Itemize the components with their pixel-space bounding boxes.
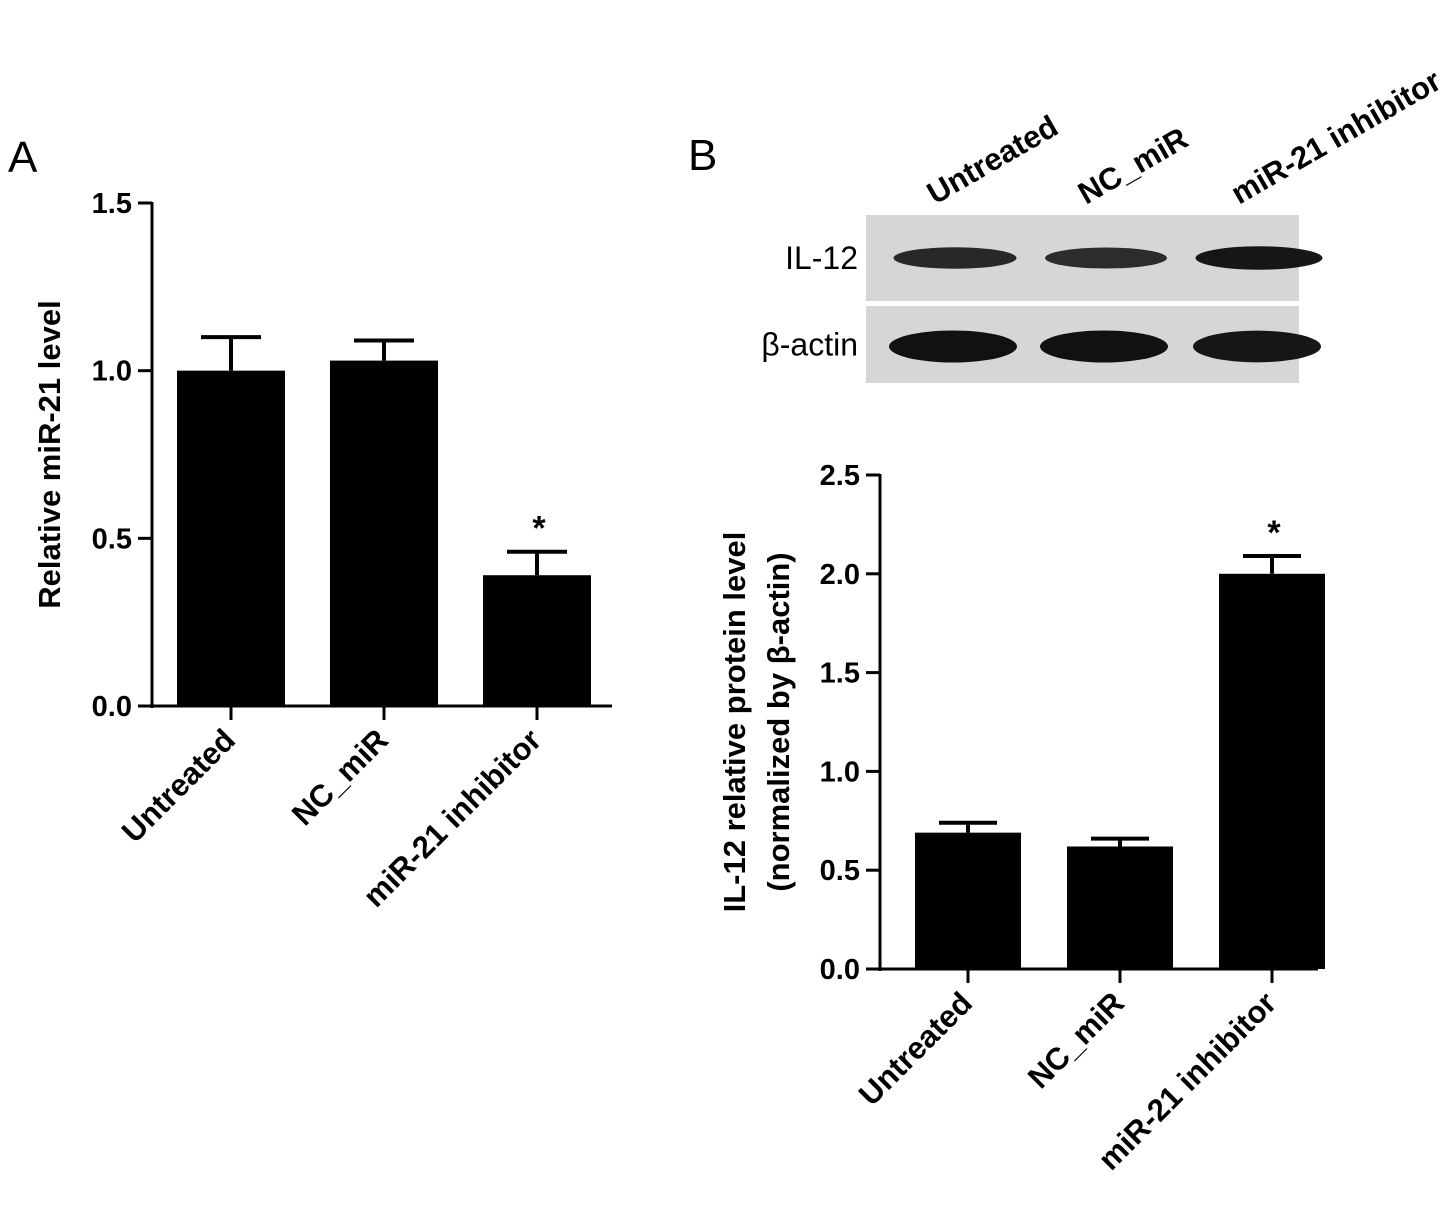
y-tick-label: 0.0 <box>820 954 860 986</box>
bar <box>330 360 438 706</box>
significance-marker: * <box>1267 514 1281 552</box>
y-tick-label: 1.0 <box>820 756 860 788</box>
blot-row-label: β-actin <box>761 327 858 363</box>
y-tick-label: 1.0 <box>92 356 132 388</box>
panel-label-b: B <box>688 131 717 180</box>
y-axis-label: Relative miR-21 level <box>32 300 67 608</box>
y-tick-label: 2.0 <box>820 559 860 591</box>
blot-band <box>1040 330 1168 363</box>
category-label: NC_miR <box>1021 985 1131 1095</box>
bar <box>1219 573 1325 969</box>
blot-lane-label: NC_miR <box>1072 120 1194 211</box>
western-blot: IL-12 β-actin Untreated NC_miR miR-21 inhibi… <box>761 63 1441 383</box>
bar <box>483 575 591 706</box>
y-tick-label: 2.5 <box>820 460 860 492</box>
y-tick-label: 0.5 <box>92 523 132 555</box>
y-tick-label: 0.5 <box>820 855 860 887</box>
bar <box>177 370 285 706</box>
blot-lane-label: Untreated <box>921 108 1064 211</box>
blot-band <box>889 330 1017 363</box>
category-label: NC_miR <box>285 722 395 832</box>
blot-band <box>893 247 1017 269</box>
y-axis-label: (normalized by β-actin) <box>761 552 796 891</box>
bar <box>915 832 1021 969</box>
blot-band <box>1045 247 1167 269</box>
bar <box>1067 846 1173 969</box>
y-axis-label: IL-12 relative protein level <box>717 532 752 913</box>
blot-band <box>1193 330 1321 363</box>
significance-marker: * <box>532 510 546 548</box>
blot-lane-label: miR-21 inhibitor <box>1225 63 1441 211</box>
category-label: Untreated <box>115 722 242 849</box>
y-tick-label: 0.0 <box>92 691 132 723</box>
panel-label-a: A <box>8 133 38 182</box>
blot-row-label: IL-12 <box>785 240 858 276</box>
blot-band <box>1195 246 1323 270</box>
category-label: Untreated <box>852 985 979 1112</box>
y-tick-label: 1.5 <box>820 658 860 690</box>
y-tick-label: 1.5 <box>92 188 132 220</box>
